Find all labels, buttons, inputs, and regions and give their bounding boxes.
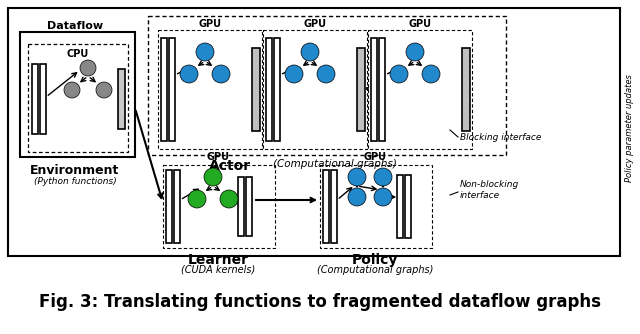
Circle shape [374, 188, 392, 206]
Bar [405, 175, 411, 238]
Text: Actor: Actor [209, 159, 251, 173]
Circle shape [188, 190, 206, 208]
Bar [28, 44, 128, 152]
Bar [40, 64, 46, 134]
Bar [163, 165, 275, 248]
Text: Learner: Learner [188, 253, 248, 267]
Bar [368, 30, 472, 149]
Circle shape [390, 65, 408, 83]
Circle shape [317, 65, 335, 83]
Circle shape [196, 43, 214, 61]
Text: ...: ... [360, 77, 376, 93]
Text: (Computational graphs): (Computational graphs) [317, 265, 433, 275]
Circle shape [406, 43, 424, 61]
Circle shape [212, 65, 230, 83]
Text: Dataflow: Dataflow [47, 21, 103, 31]
Circle shape [348, 188, 366, 206]
Bar [118, 69, 125, 129]
Bar [379, 38, 385, 141]
Bar [161, 38, 167, 141]
Text: Policy parameter updates: Policy parameter updates [625, 74, 634, 182]
Bar [8, 8, 620, 256]
Bar [20, 32, 135, 157]
Circle shape [348, 168, 366, 186]
Text: GPU: GPU [207, 152, 230, 162]
Bar [266, 38, 272, 141]
Bar [166, 170, 172, 243]
Text: (Python functions): (Python functions) [34, 177, 116, 186]
Circle shape [374, 168, 392, 186]
Bar [174, 170, 180, 243]
Text: Non-blocking
interface: Non-blocking interface [460, 180, 519, 200]
Bar [331, 170, 337, 243]
Text: Blocking interface: Blocking interface [460, 134, 541, 143]
Text: Fig. 3: Translating functions to fragmented dataflow graphs: Fig. 3: Translating functions to fragmen… [39, 293, 601, 311]
Circle shape [64, 82, 80, 98]
Circle shape [204, 168, 222, 186]
Text: (Computational graphs): (Computational graphs) [273, 159, 397, 169]
Circle shape [422, 65, 440, 83]
Text: GPU: GPU [303, 19, 326, 29]
Bar [32, 64, 38, 134]
Text: GPU: GPU [364, 152, 387, 162]
Bar [158, 30, 262, 149]
Circle shape [285, 65, 303, 83]
Circle shape [180, 65, 198, 83]
Bar [371, 38, 377, 141]
Bar [263, 30, 367, 149]
Circle shape [220, 190, 238, 208]
Bar [274, 38, 280, 141]
Text: GPU: GPU [198, 19, 221, 29]
Text: GPU: GPU [408, 19, 431, 29]
Circle shape [80, 60, 96, 76]
Text: Environment: Environment [30, 164, 120, 176]
Bar [462, 48, 470, 131]
Bar [246, 177, 252, 236]
Text: (CUDA kernels): (CUDA kernels) [181, 265, 255, 275]
Bar [397, 175, 403, 238]
Text: CPU: CPU [67, 49, 89, 59]
Bar [357, 48, 365, 131]
Circle shape [301, 43, 319, 61]
Bar [320, 165, 432, 248]
Bar [323, 170, 329, 243]
Bar [238, 177, 244, 236]
Circle shape [96, 82, 112, 98]
Text: Policy: Policy [352, 253, 398, 267]
Bar [169, 38, 175, 141]
Bar [148, 16, 506, 155]
Bar [252, 48, 260, 131]
